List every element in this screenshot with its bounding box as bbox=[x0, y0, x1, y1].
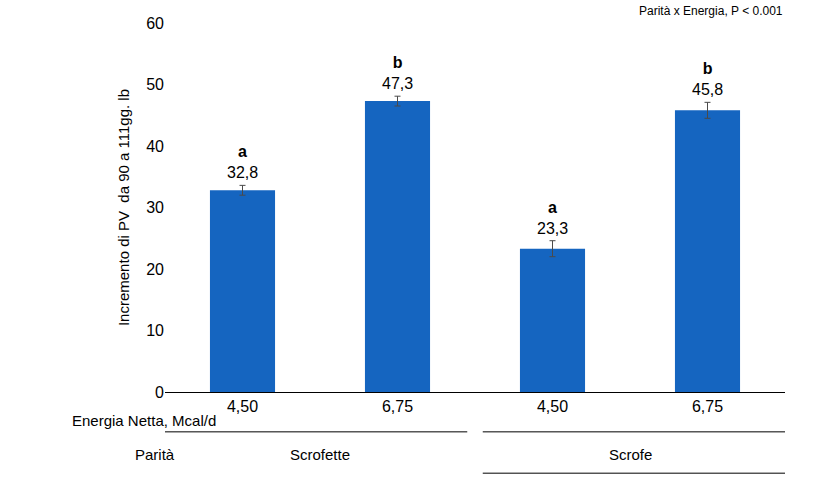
svg-text:4,50: 4,50 bbox=[227, 398, 258, 415]
svg-text:30: 30 bbox=[146, 199, 164, 216]
svg-text:a32,8: a32,8 bbox=[227, 143, 258, 181]
svg-text:0: 0 bbox=[155, 384, 164, 401]
svg-text:60: 60 bbox=[146, 15, 164, 32]
svg-text:50: 50 bbox=[146, 76, 164, 93]
svg-text:10: 10 bbox=[146, 322, 164, 339]
svg-text:6,75: 6,75 bbox=[692, 398, 723, 415]
svg-text:Incremento di PV da 90 a 111g: Incremento di PV da 90 a 111gg. lb bbox=[115, 89, 132, 326]
svg-text:Energia Netta, Mcal/d: Energia Netta, Mcal/d bbox=[72, 412, 216, 429]
svg-text:b45,8: b45,8 bbox=[692, 60, 723, 98]
svg-text:Parità x Energia, P < 0.001: Parità x Energia, P < 0.001 bbox=[639, 4, 783, 18]
svg-text:b47,3: b47,3 bbox=[382, 54, 413, 92]
svg-text:6,75: 6,75 bbox=[382, 398, 413, 415]
svg-text:40: 40 bbox=[146, 138, 164, 155]
svg-text:20: 20 bbox=[146, 261, 164, 278]
svg-text:Parità: Parità bbox=[135, 446, 175, 463]
svg-text:Scrofette: Scrofette bbox=[290, 446, 350, 463]
svg-text:Scrofe: Scrofe bbox=[609, 446, 652, 463]
svg-text:4,50: 4,50 bbox=[537, 398, 568, 415]
svg-text:a23,3: a23,3 bbox=[537, 199, 568, 237]
